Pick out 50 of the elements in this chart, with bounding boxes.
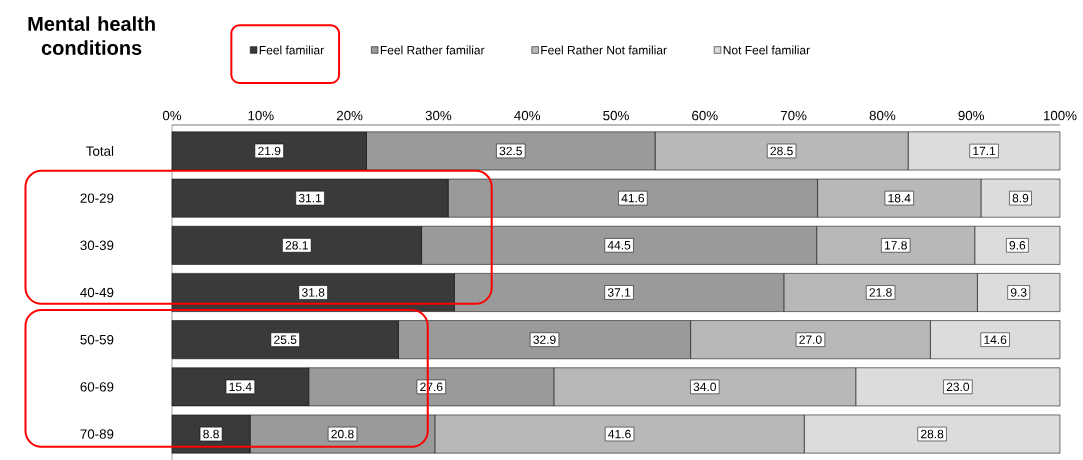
x-tick-label: 80%	[869, 110, 896, 121]
x-tick-label: 0%	[162, 110, 182, 121]
legend-label: Feel Rather Not familiar	[541, 45, 667, 55]
data-label: 8.9	[1012, 193, 1029, 203]
data-label: 34.0	[693, 382, 717, 392]
y-tick-label: 30-39	[80, 240, 114, 251]
x-tick-label: 40%	[514, 110, 541, 121]
data-label: 21.9	[258, 146, 281, 156]
legend-label: Not Feel familiar	[723, 45, 810, 55]
data-label: 31.8	[301, 288, 325, 297]
x-tick-label: 10%	[248, 110, 274, 121]
y-tick-label: 50-59	[80, 334, 114, 345]
y-tick-label: 40-49	[80, 287, 114, 298]
x-tick-label: 70%	[780, 110, 807, 121]
data-label: 25.5	[274, 335, 297, 344]
data-label: 41.6	[621, 193, 645, 203]
x-tick-label: 20%	[336, 110, 363, 121]
data-label: 9.3	[1010, 288, 1027, 297]
y-tick-label: 60-69	[80, 382, 114, 392]
x-tick-label: 30%	[425, 110, 452, 121]
data-label: 28.8	[921, 429, 944, 439]
legend-label: Feel familiar	[259, 45, 324, 55]
y-tick-label: 20-29	[80, 193, 114, 203]
y-tick-label: 70-89	[80, 429, 114, 439]
data-label: 14.6	[984, 335, 1007, 344]
x-tick-label: 50%	[603, 110, 629, 121]
data-label: 37.1	[607, 288, 631, 297]
data-label: 9.6	[1009, 241, 1026, 250]
data-label: 31.1	[298, 193, 322, 203]
chart-title: Mental health conditions	[28, 16, 155, 55]
data-label: 15.4	[229, 382, 252, 392]
data-label: 27.0	[799, 335, 822, 344]
data-label: 23.0	[946, 382, 970, 392]
data-label: 20.8	[331, 429, 354, 439]
data-label: 32.5	[499, 146, 522, 156]
data-label: 28.1	[285, 241, 308, 250]
data-label: 17.1	[973, 146, 996, 156]
data-label: 21.8	[869, 288, 892, 297]
x-tick-label: 100%	[1043, 110, 1077, 121]
data-label: 17.8	[884, 241, 907, 250]
x-tick-label: 60%	[692, 110, 718, 121]
data-label: 44.5	[607, 241, 631, 250]
legend-label: Feel Rather familiar	[380, 45, 485, 55]
data-label: 32.9	[533, 335, 556, 344]
data-label: 41.6	[608, 429, 631, 439]
y-tick-label: Total	[86, 146, 114, 156]
data-label: 8.8	[203, 429, 219, 439]
data-label: 18.4	[888, 193, 911, 203]
data-label: 28.5	[770, 146, 793, 156]
x-tick-label: 90%	[958, 110, 985, 121]
